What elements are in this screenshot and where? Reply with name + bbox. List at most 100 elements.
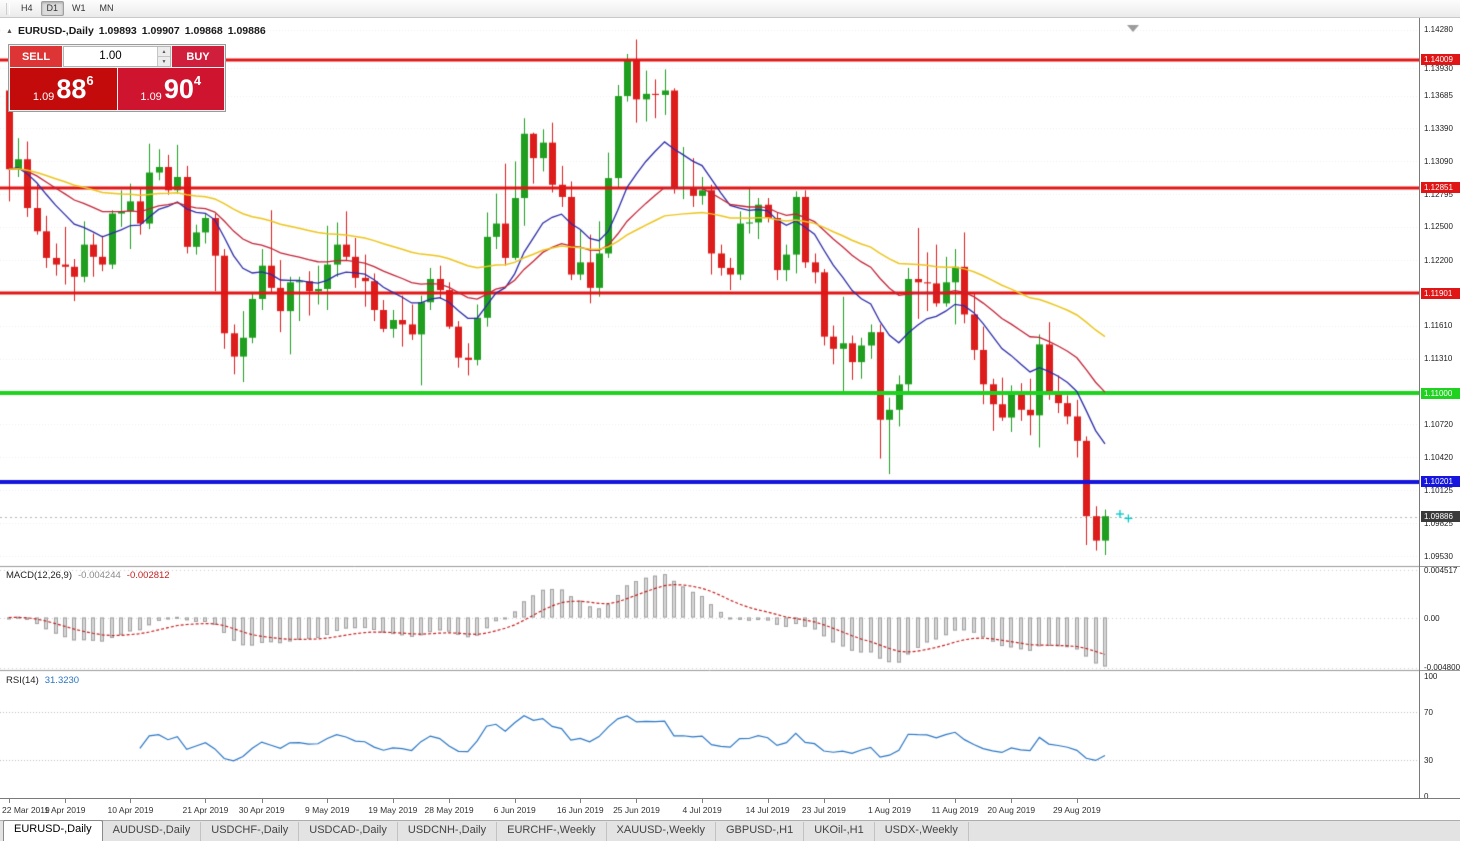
macd-axis-tick: -0.004800 [1424,663,1460,672]
macd-signal-value: -0.002812 [126,570,170,581]
hline-price-label: 1.11000 [1421,387,1460,399]
timeframe-button-w1[interactable]: W1 [72,3,86,13]
ask-prefix: 1.09 [140,91,162,103]
date-axis-tick [1011,799,1012,803]
bid-pip-digit: 6 [86,73,94,88]
date-axis-tick [1077,799,1078,803]
sell-button[interactable]: SELL [10,46,62,67]
chart-info-line: ▲ EURUSD-,Daily 1.09893 1.09907 1.09868 … [6,25,266,37]
hline-price-label: 1.10201 [1421,476,1460,488]
date-axis-label: 11 Aug 2019 [931,805,979,815]
volume-spinner: ▲ ▼ [157,47,170,66]
chart-tab-eurusd-daily[interactable]: EURUSD-,Daily [3,820,103,841]
panel-separator[interactable] [1420,670,1460,671]
date-axis-label: 25 Jun 2019 [613,805,660,815]
timeframe-button-h4[interactable]: H4 [21,3,33,13]
macd-main-value: -0.004244 [78,570,121,581]
bid-price-panel[interactable]: 1.09 88 6 [10,68,117,110]
price-axis-tick: 1.11310 [1424,354,1453,364]
macd-indicator-label: MACD(12,26,9) -0.004244 -0.002812 [6,570,170,581]
date-axis-label: 21 Apr 2019 [182,805,229,815]
chart-tab-ukoil-h1[interactable]: UKOil-,H1 [804,822,875,841]
date-axis-tick [955,799,956,803]
price-axis-tick: 1.13930 [1424,63,1453,73]
date-axis[interactable]: 22 Mar 2019 1 Apr 2019 10 Apr 2019 21 Apr 2… [0,798,1460,820]
price-axis-tick: 1.11610 [1424,321,1453,331]
date-axis-label: 14 Jul 2019 [745,805,790,815]
date-axis-tick [9,799,10,803]
ohlc-open: 1.09893 [98,25,137,37]
date-axis-tick [262,799,263,803]
price-axis-tick: 1.09530 [1424,551,1453,561]
timeframe-button-d1[interactable]: D1 [40,1,65,16]
date-axis-label: 23 Jul 2019 [801,805,846,815]
date-axis-label: 16 Jun 2019 [556,805,604,815]
volume-up-button[interactable]: ▲ [158,47,170,57]
price-axis-tick: 1.13685 [1424,91,1453,100]
chart-tab-usdchf-daily[interactable]: USDCHF-,Daily [201,822,300,841]
chart-tab-usdcnh-daily[interactable]: USDCNH-,Daily [398,822,498,841]
date-axis-label: 10 Apr 2019 [107,805,154,815]
date-axis-label: 19 May 2019 [368,805,418,815]
date-axis-tick [393,799,394,803]
volume-down-button[interactable]: ▼ [158,57,170,66]
date-axis-label: 4 Jul 2019 [682,805,722,815]
rsi-indicator-label: RSI(14) 31.3230 [6,675,79,686]
date-axis-tick [889,799,890,803]
ohlc-low: 1.09868 [184,25,223,37]
toolbar-grip[interactable] [6,2,10,15]
macd-axis-tick: 0.004517 [1424,566,1458,575]
date-axis-tick [515,799,516,803]
price-axis-tick: 1.12500 [1424,222,1453,232]
date-axis-label: 29 Aug 2019 [1052,805,1101,815]
timeframe-button-mn[interactable]: MN [99,3,114,13]
rsi-value: 31.3230 [44,675,80,686]
bid-big-digits: 88 [56,74,87,104]
chart-tab-eurchf-weekly[interactable]: EURCHF-,Weekly [497,822,607,841]
date-axis-tick [327,799,328,803]
price-axis-tick: 1.10125 [1424,485,1453,495]
chart-tabs-bar: EURUSD-,Daily AUDUSD-,Daily USDCHF-,Daily U… [0,820,1460,841]
chart-tab-usdcad-daily[interactable]: USDCAD-,Daily [299,822,398,841]
ask-pip-digit: 4 [193,73,202,88]
date-axis-tick [130,799,131,803]
date-axis-label: 6 Jun 2019 [493,805,536,815]
timeframe-toolbar: H4 D1 W1 MN [0,0,1460,18]
volume-value[interactable]: 1.00 [99,50,122,62]
timeframe-buttons: H4 D1 W1 MN [15,1,120,16]
price-axis-tick: 1.12200 [1424,255,1453,265]
ohlc-high: 1.09907 [141,25,180,37]
rsi-axis-tick: 0 [1424,792,1429,801]
macd-axis-tick: 0.00 [1424,613,1440,623]
chart-window-icon: ▲ [6,27,13,35]
price-axis[interactable]: 1.14280 1.13930 1.13685 1.13390 1.13090 1.127… [1419,18,1460,801]
date-axis-label: 1 Aug 2019 [867,805,911,815]
buy-button[interactable]: BUY [172,46,224,67]
bid-prefix: 1.09 [32,91,55,103]
price-axis-tick: 1.10420 [1424,452,1453,462]
rsi-axis-tick: 100 [1424,672,1438,681]
hline-price-label: 1.11901 [1421,287,1460,299]
ask-price-panel[interactable]: 1.09 90 4 [117,68,224,110]
macd-name: MACD(12,26,9) [6,570,72,581]
date-axis-tick [768,799,769,803]
price-axis-tick: 1.14280 [1424,25,1453,35]
date-axis-tick [580,799,581,803]
chart-tab-audusd-daily[interactable]: AUDUSD-,Daily [103,822,202,841]
date-axis-tick [205,799,206,803]
volume-input[interactable]: 1.00 ▲ ▼ [63,46,171,67]
hline-price-label: 1.12851 [1421,182,1460,194]
rsi-axis-tick: 30 [1424,756,1433,765]
date-axis-tick [636,799,637,803]
current-price-label: 1.09886 [1421,511,1460,523]
panel-separator[interactable] [1420,566,1460,567]
chart-tab-usdx-weekly[interactable]: USDX-,Weekly [875,822,969,841]
hline-price-label: 1.14009 [1421,54,1460,66]
chart-tab-xauusd-weekly[interactable]: XAUUSD-,Weekly [607,822,716,841]
date-axis-tick [824,799,825,803]
chart-canvas[interactable] [0,18,1419,798]
date-axis-label: 30 Apr 2019 [238,805,285,815]
date-axis-tick [702,799,703,803]
price-axis-tick: 1.13390 [1424,123,1453,133]
chart-tab-gbpusd-h1[interactable]: GBPUSD-,H1 [716,822,805,841]
